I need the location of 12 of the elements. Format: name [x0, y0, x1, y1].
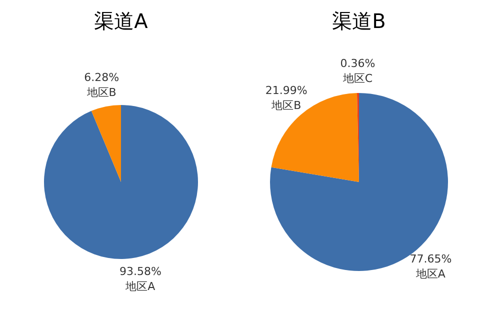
slice-label: 地区C: [342, 72, 373, 85]
chart-title: 渠道B: [331, 8, 387, 33]
data-label: 21.99%: [265, 84, 308, 97]
data-label: 93.58%: [119, 264, 162, 278]
slice-label: 地区A: [414, 268, 446, 281]
slice-label: 地区B: [86, 86, 116, 99]
slice-label: 地区B: [270, 98, 302, 112]
chart-title: 渠道A: [93, 8, 149, 33]
slice-label: 地区A: [124, 280, 156, 293]
data-label: 77.65%: [410, 252, 452, 266]
data-label: 6.28%: [84, 70, 120, 84]
data-label: 0.36%: [340, 56, 376, 70]
